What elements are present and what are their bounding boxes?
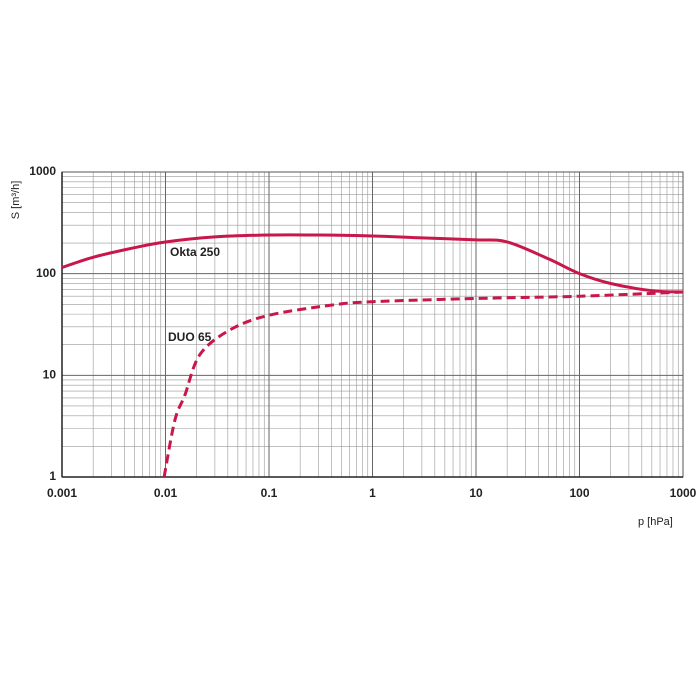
x-tick-label: 0.01: [154, 486, 178, 500]
x-axis-label: p [hPa]: [638, 516, 673, 528]
x-tick-label: 100: [569, 486, 589, 500]
y-tick-label: 1: [49, 469, 56, 483]
y-tick-label: 1000: [29, 164, 56, 178]
series-line: [162, 290, 684, 478]
y-tick-label: 10: [43, 368, 57, 382]
series-line: [61, 233, 684, 294]
series-label: Okta 250: [170, 245, 220, 259]
series-label: DUO 65: [168, 330, 212, 344]
y-axis-label: S [m³/h]: [10, 181, 22, 220]
x-tick-label: 1: [369, 486, 376, 500]
x-tick-label: 10: [469, 486, 483, 500]
x-tick-label: 1000: [670, 486, 697, 500]
x-tick-label: 0.1: [261, 486, 278, 500]
y-tick-label: 100: [36, 266, 56, 280]
x-tick-label: 0.001: [47, 486, 77, 500]
